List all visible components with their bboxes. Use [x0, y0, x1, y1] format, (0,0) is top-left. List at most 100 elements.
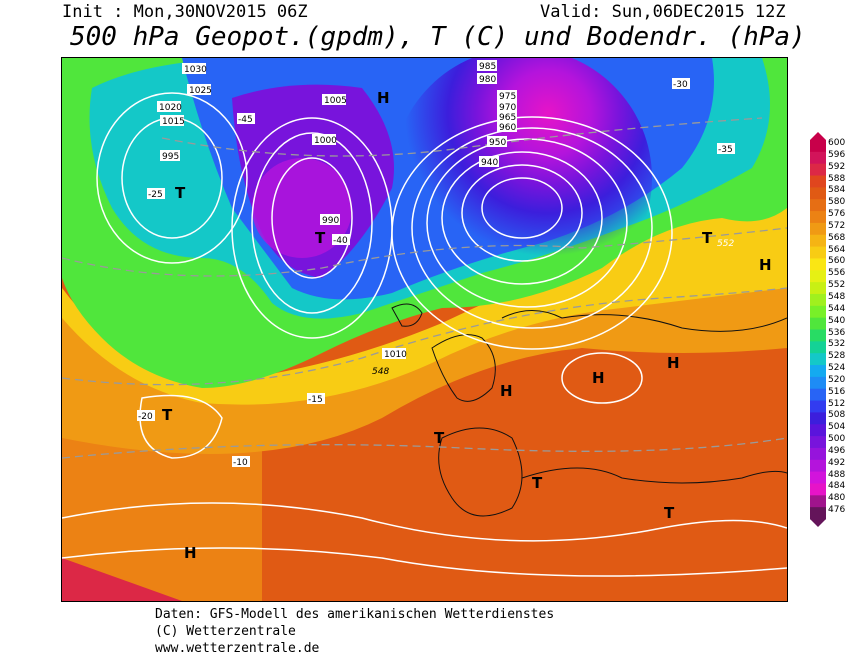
legend-label: 600	[828, 138, 846, 148]
temperature-label-m10: -10	[232, 456, 250, 468]
svg-text:1030: 1030	[184, 65, 207, 75]
pressure-systems: H H H H H H T T T T T T T	[162, 89, 772, 562]
legend-swatch	[810, 234, 826, 248]
svg-text:1015: 1015	[162, 117, 185, 127]
weather-map: 1030 1025 1020 1015 1010 1005 1000 995 9…	[61, 57, 788, 602]
temperature-label-group: -10 -15 -20 -25 -30 -35 -40 -45	[137, 78, 735, 468]
temperature-label-m15: -15	[307, 393, 325, 405]
legend-swatch	[810, 341, 826, 354]
temperature-label-m40: -40	[332, 234, 350, 246]
legend-label: 596	[828, 149, 846, 160]
high-marker: H	[500, 382, 513, 400]
credit-source: Daten: GFS-Modell des amerikanischen Wet…	[155, 607, 555, 622]
svg-text:1020: 1020	[159, 103, 182, 113]
legend-label: 536	[828, 327, 846, 338]
legend-label: 572	[828, 220, 846, 231]
legend-label: 492	[828, 457, 846, 468]
legend-label: 512	[828, 398, 846, 409]
legend-label: 484	[828, 481, 846, 492]
svg-text:1005: 1005	[324, 96, 347, 106]
legend-swatch	[810, 447, 826, 461]
legend-swatch	[810, 471, 826, 484]
high-marker: H	[377, 89, 390, 107]
svg-text:995: 995	[162, 152, 179, 162]
legend-label: 548	[828, 291, 846, 302]
hot-pocket	[62, 558, 182, 601]
credit-website[interactable]: www.wetterzentrale.de	[155, 641, 320, 656]
temperature-label-m35: -35	[717, 143, 735, 155]
low-marker: T	[532, 474, 543, 492]
legend-swatch	[810, 305, 826, 319]
isobars	[62, 92, 787, 577]
legend-label: 592	[828, 161, 846, 172]
high-marker: H	[667, 354, 680, 372]
pressure-label-965: 965	[497, 111, 517, 123]
low-marker: T	[315, 229, 326, 247]
svg-text:980: 980	[479, 75, 496, 85]
legend-label: 476	[828, 505, 846, 516]
svg-text:965: 965	[499, 113, 516, 123]
legend-swatch	[810, 270, 826, 283]
svg-text:1025: 1025	[189, 86, 212, 96]
pressure-label-990: 990	[320, 214, 340, 226]
legend-swatch	[810, 459, 826, 473]
svg-text:-10: -10	[233, 458, 248, 468]
chart-title: 500 hPa Geopot.(gpdm), T (C) und Bodendr…	[70, 22, 806, 52]
legend-swatch	[810, 175, 826, 188]
legend-swatch	[810, 424, 826, 437]
legend-label: 508	[828, 410, 846, 421]
pressure-label-980: 980	[477, 73, 497, 85]
pressure-label-1020: 1020	[157, 101, 182, 113]
weather-map-svg: 1030 1025 1020 1015 1010 1005 1000 995 9…	[62, 58, 787, 601]
legend-swatch	[810, 140, 826, 153]
low-marker: T	[162, 406, 173, 424]
legend-swatch	[810, 317, 826, 330]
legend-label: 552	[828, 280, 846, 291]
legend-swatch	[810, 365, 826, 378]
pressure-label-975: 975	[497, 90, 517, 102]
pressure-label-970: 970	[497, 101, 517, 113]
legend-swatch	[810, 329, 826, 342]
high-marker: H	[592, 369, 605, 387]
low-marker: T	[702, 229, 713, 247]
svg-text:970: 970	[499, 103, 516, 113]
temperature-label-m45: -45	[237, 113, 255, 125]
pressure-label-1025: 1025	[187, 84, 212, 96]
legend-swatch	[810, 376, 826, 390]
svg-text:-20: -20	[138, 412, 153, 422]
legend-label: 528	[828, 351, 846, 362]
legend-label: 576	[828, 209, 846, 220]
legend-swatch	[810, 222, 826, 236]
svg-text:960: 960	[499, 123, 516, 133]
svg-text:990: 990	[322, 216, 339, 226]
svg-text:1010: 1010	[384, 350, 407, 360]
svg-text:940: 940	[481, 158, 498, 168]
pressure-label-1015: 1015	[160, 115, 185, 127]
legend-swatch	[810, 400, 826, 413]
geopotential-labels: 552 548	[372, 239, 734, 377]
legend-swatch	[810, 507, 826, 520]
high-marker: H	[184, 544, 197, 562]
svg-text:975: 975	[499, 92, 516, 102]
svg-text:-40: -40	[333, 236, 348, 246]
legend-swatch	[810, 412, 826, 425]
legend-swatch	[810, 282, 826, 295]
svg-text:950: 950	[489, 138, 506, 148]
isotherms	[62, 117, 787, 459]
legend-swatch	[810, 246, 826, 259]
legend-label: 584	[828, 185, 846, 196]
legend-label: 544	[828, 303, 846, 314]
legend-swatch	[810, 483, 826, 496]
legend-swatch	[810, 258, 826, 271]
pressure-label-985: 985	[477, 60, 497, 72]
legend-swatch	[810, 436, 826, 449]
high-marker: H	[759, 256, 772, 274]
legend-label: 496	[828, 445, 846, 456]
credit-copyright: (C) Wetterzentrale	[155, 624, 296, 639]
svg-text:-35: -35	[718, 145, 733, 155]
pressure-label-1030: 1030	[182, 63, 207, 75]
legend-swatch	[810, 388, 826, 402]
pressure-label-1000: 1000	[312, 134, 337, 146]
temperature-label-m20: -20	[137, 410, 155, 422]
pressure-label-1005: 1005	[322, 94, 347, 106]
